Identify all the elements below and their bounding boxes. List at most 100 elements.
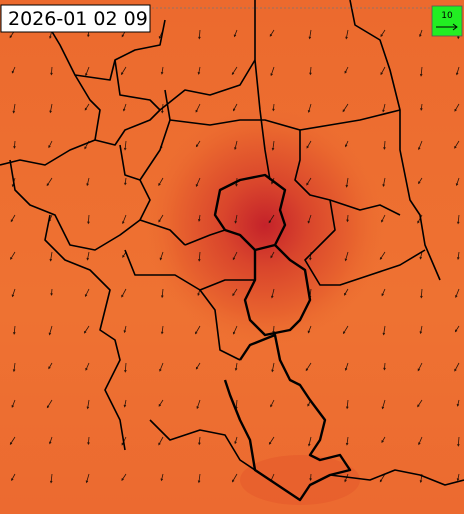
- border: [169, 119, 301, 131]
- wind-arrow: [49, 473, 53, 484]
- wind-arrow: [342, 325, 349, 335]
- wind-arrow: [232, 325, 238, 335]
- wind-arrow: [271, 140, 275, 151]
- wind-arrow: [85, 362, 90, 371]
- wind-arrow: [382, 103, 386, 113]
- wind-arrow: [268, 436, 275, 445]
- wind-arrow: [123, 140, 127, 151]
- hotspot-south: [240, 455, 360, 505]
- wind-arrow: [271, 288, 275, 299]
- wind-arrow: [10, 251, 16, 260]
- wind-arrow: [197, 473, 201, 484]
- wind-arrow: [382, 325, 386, 336]
- wind-arrow: [381, 214, 386, 223]
- wind-arrow: [418, 436, 423, 446]
- wind-arrow: [86, 399, 90, 410]
- wind-arrow: [50, 288, 53, 296]
- wind-arrow: [272, 103, 275, 112]
- wind-arrow: [380, 29, 386, 38]
- wind-arrow: [48, 140, 53, 149]
- wind-arrow: [420, 103, 423, 111]
- border: [329, 469, 464, 486]
- wind-arrow: [380, 66, 386, 76]
- wind-arrow: [10, 214, 16, 223]
- wind-arrow: [417, 362, 423, 372]
- wind-arrow: [455, 66, 460, 76]
- wind-arrow: [456, 251, 460, 260]
- wind-arrow: [456, 214, 460, 225]
- wind-arrow: [305, 362, 312, 372]
- wind-arrow: [344, 66, 349, 74]
- wind-arrow: [197, 214, 201, 222]
- wind-arrow: [87, 436, 90, 446]
- wind-arrow: [419, 325, 423, 335]
- wind-arrow: [195, 103, 201, 113]
- wind-arrow: [417, 399, 423, 408]
- wind-arrow: [454, 103, 460, 112]
- border: [74, 74, 101, 141]
- wind-arrow: [307, 436, 312, 447]
- wind-arrow: [158, 436, 164, 446]
- wind-arrow: [198, 29, 201, 40]
- wind-arrow: [9, 436, 16, 445]
- wind-arrow: [85, 66, 90, 77]
- wind-arrow: [345, 436, 349, 446]
- wind-arrow: [46, 177, 53, 187]
- district-border: [213, 173, 287, 252]
- wind-arrow: [232, 473, 238, 483]
- wind-arrow: [124, 362, 127, 373]
- wind-arrow: [11, 288, 16, 298]
- wind-arrow: [49, 251, 53, 262]
- region-borders: [0, 0, 464, 502]
- wind-arrow: [160, 325, 164, 335]
- wind-arrow: [197, 66, 201, 75]
- wind-arrow: [309, 473, 312, 481]
- wind-arrow: [456, 399, 460, 407]
- border: [299, 109, 401, 131]
- wind-arrow: [270, 66, 275, 77]
- wind-arrow: [11, 473, 16, 482]
- wind-arrow: [198, 251, 201, 262]
- wind-arrow: [307, 214, 312, 224]
- wind-arrow: [418, 177, 423, 185]
- wind-arrow: [307, 325, 312, 334]
- wind-arrow: [159, 362, 164, 372]
- wind-arrow: [345, 29, 349, 40]
- wind-arrow: [86, 251, 90, 261]
- wind-arrow: [13, 325, 16, 335]
- wind-arrow: [123, 399, 127, 408]
- wind-arrow: [309, 66, 312, 76]
- timestamp-box: [0, 4, 151, 33]
- border: [0, 59, 256, 166]
- wind-arrow: [381, 436, 386, 444]
- wind-arrow: [344, 288, 349, 296]
- wind-arrow: [456, 473, 460, 482]
- wind-arrow: [382, 177, 386, 187]
- wind-arrow: [345, 399, 349, 410]
- wind-arrow: [454, 140, 460, 149]
- border: [114, 59, 161, 111]
- wind-arrow: [158, 214, 164, 223]
- wind-arrow: [49, 436, 53, 445]
- wind-arrow: [457, 436, 460, 447]
- border: [199, 279, 255, 291]
- wind-arrow: [234, 140, 238, 151]
- wind-arrow: [234, 362, 238, 371]
- wind-arrow: [345, 177, 349, 188]
- wind-arrow: [158, 177, 164, 187]
- wind-arrow: [306, 177, 312, 186]
- wind-arrow: [454, 362, 460, 372]
- wind-arrow: [269, 29, 275, 37]
- wind-arrow: [195, 177, 201, 187]
- wind-arrow: [383, 362, 386, 371]
- border: [119, 144, 141, 181]
- wind-arrow: [308, 29, 312, 40]
- wind-arrow: [86, 177, 90, 187]
- wind-arrow: [233, 29, 238, 38]
- border: [184, 229, 226, 246]
- border: [44, 19, 166, 81]
- wind-arrow: [121, 288, 127, 298]
- wind-arrow: [195, 140, 201, 148]
